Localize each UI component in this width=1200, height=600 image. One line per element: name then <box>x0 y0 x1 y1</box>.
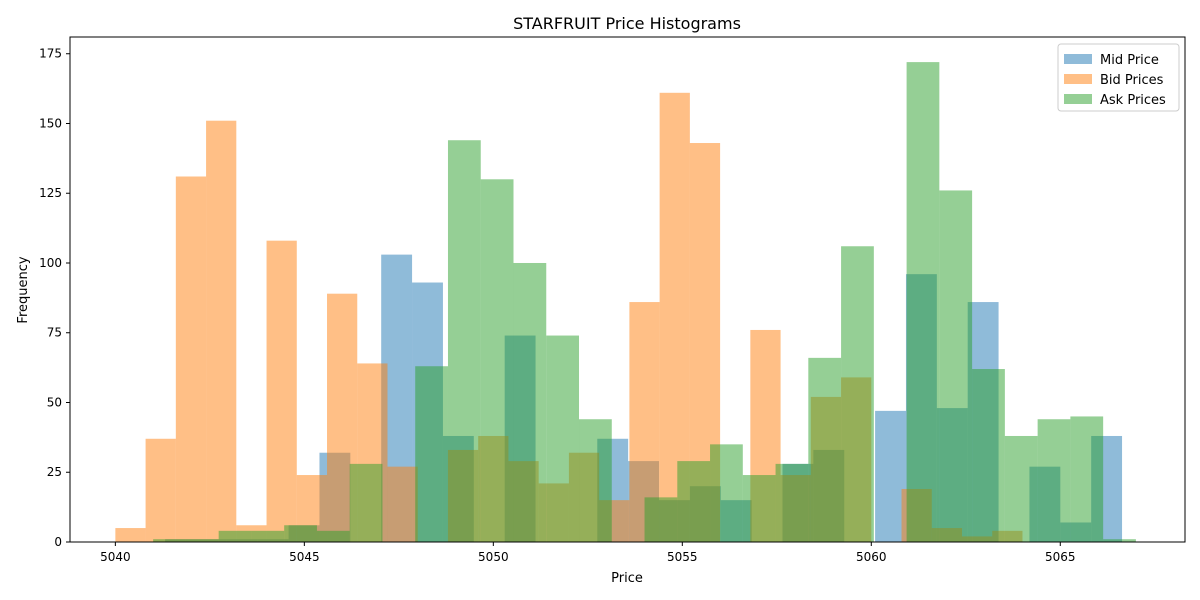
bid-prices-bar <box>145 438 176 542</box>
legend-swatch-bid-prices <box>1064 74 1092 84</box>
ask-prices-bar <box>972 369 1005 542</box>
chart-title: STARFRUIT Price Histograms <box>513 14 741 33</box>
ask-prices-bar <box>415 366 448 542</box>
bid-prices-bar <box>387 466 418 542</box>
ask-prices-bar <box>742 475 776 542</box>
y-tick-label: 175 <box>39 47 62 61</box>
ask-prices-bar <box>284 525 317 542</box>
legend: Mid Price Bid Prices Ask Prices <box>1057 43 1180 112</box>
x-tick-label: 5060 <box>856 550 887 564</box>
ask-prices-bar <box>546 335 580 542</box>
ask-prices-bar <box>841 246 874 542</box>
y-tick-label: 25 <box>47 465 62 479</box>
ask-prices-bar <box>185 539 219 542</box>
ask-prices-bar <box>251 530 285 542</box>
x-axis-label: Price <box>611 571 643 586</box>
ask-prices-bar <box>218 530 252 542</box>
ask-prices-bar <box>906 62 940 543</box>
y-axis: 0 25 50 75 100 125 150 175 <box>39 47 70 549</box>
bid-prices-bar <box>115 528 146 542</box>
ask-prices-bar <box>1037 419 1071 542</box>
y-tick-label: 150 <box>39 116 62 130</box>
bid-prices-bar <box>266 240 297 543</box>
bid-prices-bar <box>206 120 237 542</box>
x-tick-label: 5050 <box>478 550 509 564</box>
legend-label-ask-prices: Ask Prices <box>1100 93 1166 108</box>
y-tick-label: 50 <box>47 395 62 409</box>
ask-prices-bar <box>316 530 350 542</box>
ask-prices-bar <box>677 461 711 542</box>
ask-prices-bar <box>480 179 514 543</box>
ask-prices-bar <box>513 262 547 542</box>
ask-prices-bar <box>1070 416 1104 542</box>
ask-prices-bar <box>775 463 809 542</box>
legend-label-mid-price: Mid Price <box>1100 53 1159 68</box>
y-tick-label: 75 <box>47 326 62 340</box>
bars-layer <box>115 62 1136 543</box>
y-tick-label: 100 <box>39 256 62 270</box>
mid-price-bar <box>875 410 906 542</box>
plot-frame <box>69 36 1186 543</box>
ask-prices-bar <box>1004 435 1038 542</box>
ask-prices-bar <box>349 463 383 542</box>
y-axis-label: Frequency <box>16 256 31 323</box>
ask-prices-bar <box>1103 539 1136 542</box>
legend-swatch-mid-price <box>1064 54 1092 64</box>
x-tick-label: 5055 <box>667 550 698 564</box>
y-tick-label: 125 <box>39 186 62 200</box>
legend-label-bid-prices: Bid Prices <box>1100 73 1164 88</box>
x-axis: 5040 5045 5050 5055 5060 5065 <box>100 542 1076 564</box>
ask-prices-bar <box>808 357 842 542</box>
y-tick-label: 0 <box>54 535 62 549</box>
ask-prices-bar <box>644 497 678 542</box>
bid-prices-bar <box>175 176 207 542</box>
ask-prices-bar <box>447 140 481 543</box>
x-tick-label: 5040 <box>100 550 131 564</box>
x-tick-label: 5045 <box>289 550 320 564</box>
ask-prices-bar <box>153 539 186 542</box>
ask-prices-bar <box>579 419 612 542</box>
legend-swatch-ask-prices <box>1064 94 1092 104</box>
ask-prices-bar <box>710 444 743 542</box>
x-tick-label: 5065 <box>1045 550 1076 564</box>
ask-prices-bar <box>939 190 973 542</box>
